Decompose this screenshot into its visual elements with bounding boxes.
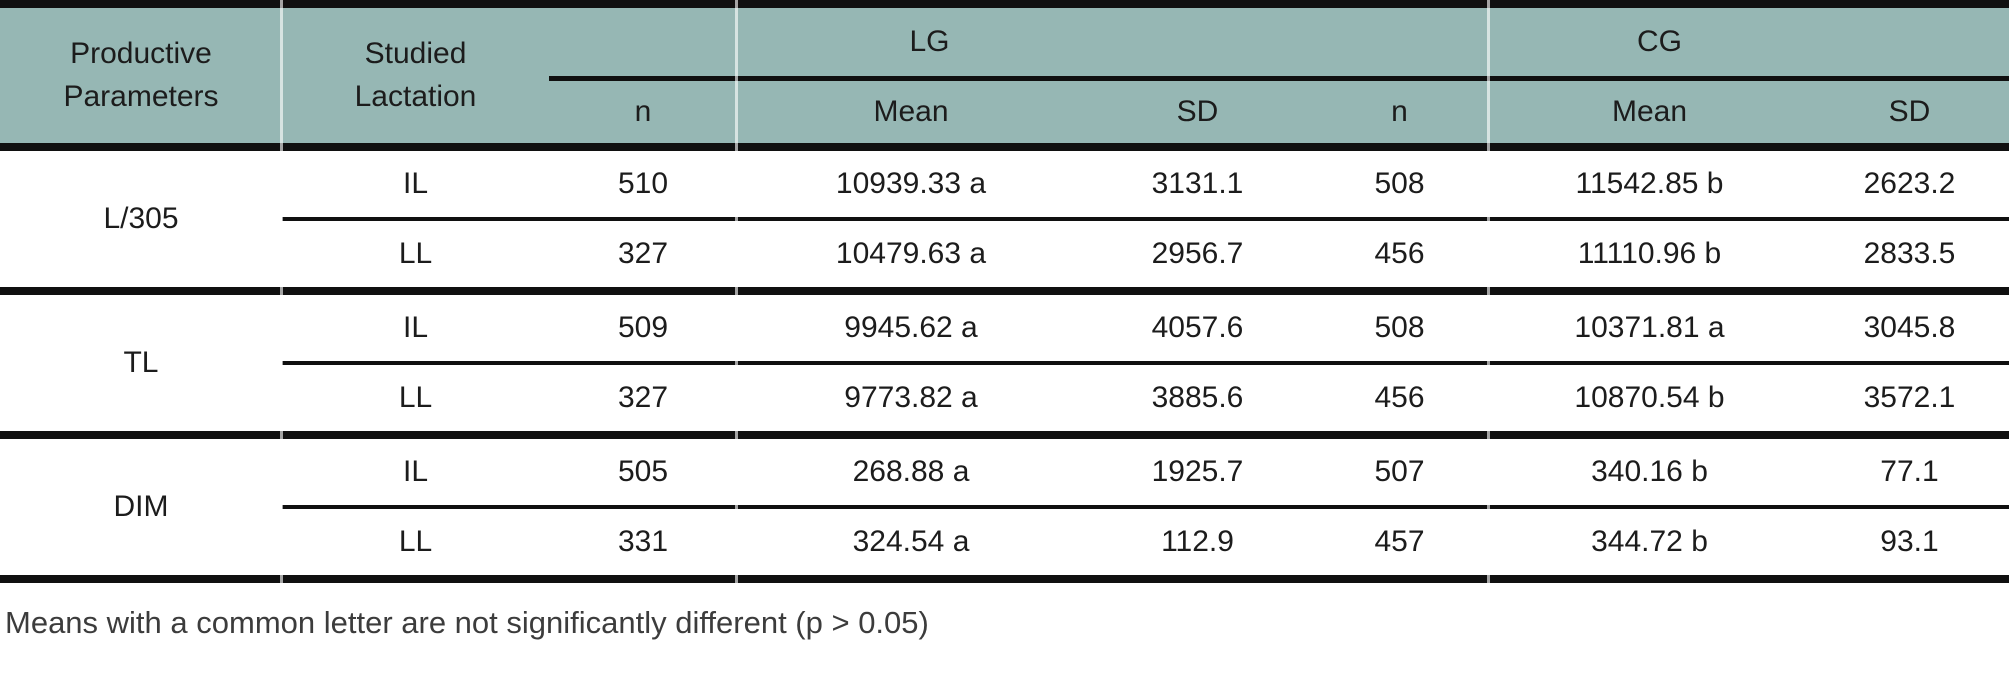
header-cg-n: n bbox=[1310, 78, 1489, 151]
significance-footnote: Means with a common letter are not signi… bbox=[5, 605, 929, 640]
header-studied-lactation: Studied Lactation bbox=[282, 4, 549, 151]
value-cell: 9773.82 a bbox=[737, 363, 1085, 439]
value-cell: 2956.7 bbox=[1085, 219, 1310, 295]
table-row: LL 331 324.54 a 112.9 457 344.72 b 93.1 bbox=[0, 507, 2009, 583]
value-cell: 93.1 bbox=[1810, 507, 2009, 583]
lactation-label: IL bbox=[282, 291, 549, 365]
header-cg-mean: Mean bbox=[1489, 78, 1810, 151]
value-cell: 344.72 b bbox=[1489, 507, 1810, 583]
lactation-label: IL bbox=[282, 435, 549, 509]
table-row: DIM IL 505 268.88 a 1925.7 507 340.16 b … bbox=[0, 435, 2009, 583]
header-group-lg: LG bbox=[549, 4, 1310, 81]
value-cell: 11542.85 b bbox=[1489, 147, 1810, 221]
value-cell: 3572.1 bbox=[1810, 363, 2009, 439]
value-cell: 456 bbox=[1310, 363, 1489, 439]
header-lg-mean: Mean bbox=[737, 78, 1085, 151]
table-body: L/305 IL 510 10939.33 a 3131.1 508 11542… bbox=[0, 147, 2009, 583]
header-cg-sd: SD bbox=[1810, 78, 2009, 151]
value-cell: 456 bbox=[1310, 219, 1489, 295]
value-cell: 10371.81 a bbox=[1489, 291, 1810, 365]
header-lg-sd: SD bbox=[1085, 78, 1310, 151]
value-cell: 3885.6 bbox=[1085, 363, 1310, 439]
value-cell: 331 bbox=[549, 507, 737, 583]
value-cell: 327 bbox=[549, 363, 737, 439]
value-cell: 510 bbox=[549, 147, 737, 221]
value-cell: 268.88 a bbox=[737, 435, 1085, 509]
value-cell: 508 bbox=[1310, 147, 1489, 221]
param-label-l305: L/305 bbox=[0, 147, 282, 295]
value-cell: 340.16 b bbox=[1489, 435, 1810, 509]
table-header: Productive Parameters Studied Lactation … bbox=[0, 4, 2009, 151]
lactation-label: LL bbox=[282, 507, 549, 583]
param-label-dim: DIM bbox=[0, 435, 282, 583]
value-cell: 3131.1 bbox=[1085, 147, 1310, 221]
lactation-label: LL bbox=[282, 219, 549, 295]
value-cell: 457 bbox=[1310, 507, 1489, 583]
value-cell: 3045.8 bbox=[1810, 291, 2009, 365]
value-cell: 77.1 bbox=[1810, 435, 2009, 509]
lactation-label: IL bbox=[282, 147, 549, 221]
table-row: LL 327 10479.63 a 2956.7 456 11110.96 b … bbox=[0, 219, 2009, 295]
value-cell: 10870.54 b bbox=[1489, 363, 1810, 439]
header-group-cg: CG bbox=[1310, 4, 2009, 81]
param-label-tl: TL bbox=[0, 291, 282, 439]
value-cell: 112.9 bbox=[1085, 507, 1310, 583]
value-cell: 509 bbox=[549, 291, 737, 365]
value-cell: 324.54 a bbox=[737, 507, 1085, 583]
header-lg-n: n bbox=[549, 78, 737, 151]
value-cell: 10939.33 a bbox=[737, 147, 1085, 221]
value-cell: 507 bbox=[1310, 435, 1489, 509]
value-cell: 508 bbox=[1310, 291, 1489, 365]
table-row: LL 327 9773.82 a 3885.6 456 10870.54 b 3… bbox=[0, 363, 2009, 439]
table-row: TL IL 509 9945.62 a 4057.6 508 10371.81 … bbox=[0, 291, 2009, 439]
value-cell: 10479.63 a bbox=[737, 219, 1085, 295]
value-cell: 11110.96 b bbox=[1489, 219, 1810, 295]
lactation-label: LL bbox=[282, 363, 549, 439]
value-cell: 327 bbox=[549, 219, 737, 295]
value-cell: 9945.62 a bbox=[737, 291, 1085, 365]
table-row: L/305 IL 510 10939.33 a 3131.1 508 11542… bbox=[0, 147, 2009, 295]
value-cell: 2833.5 bbox=[1810, 219, 2009, 295]
value-cell: 1925.7 bbox=[1085, 435, 1310, 509]
productive-parameters-table: Productive Parameters Studied Lactation … bbox=[0, 0, 2009, 583]
value-cell: 4057.6 bbox=[1085, 291, 1310, 365]
header-productive-parameters: Productive Parameters bbox=[0, 4, 282, 151]
value-cell: 2623.2 bbox=[1810, 147, 2009, 221]
value-cell: 505 bbox=[549, 435, 737, 509]
